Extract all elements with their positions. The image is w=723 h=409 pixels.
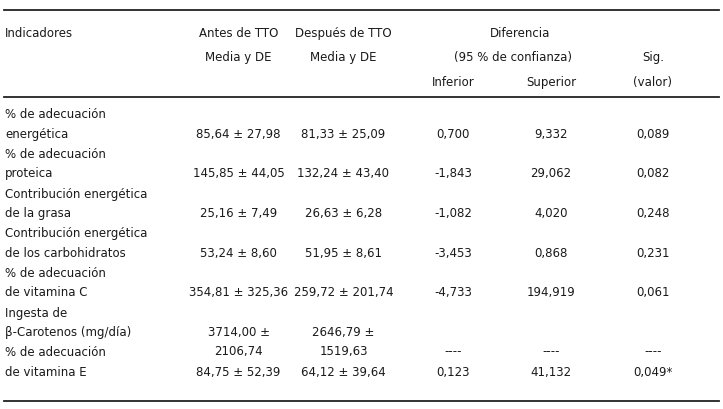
Text: 0,089: 0,089 [636,128,669,141]
Text: Media y DE: Media y DE [310,51,377,64]
Text: Media y DE: Media y DE [205,51,272,64]
Text: -1,082: -1,082 [435,207,472,220]
Text: 53,24 ± 8,60: 53,24 ± 8,60 [200,247,277,260]
Text: Superior: Superior [526,76,576,89]
Text: 4,020: 4,020 [534,207,568,220]
Text: 0,248: 0,248 [636,207,669,220]
Text: 0,049*: 0,049* [633,366,672,379]
Text: -3,453: -3,453 [435,247,472,260]
Text: 132,24 ± 43,40: 132,24 ± 43,40 [297,167,390,180]
Text: 2106,74: 2106,74 [214,345,263,358]
Text: 64,12 ± 39,64: 64,12 ± 39,64 [301,366,386,379]
Text: 9,332: 9,332 [534,128,568,141]
Text: 29,062: 29,062 [531,167,571,180]
Text: ----: ---- [445,345,462,358]
Text: 194,919: 194,919 [526,286,576,299]
Text: 51,95 ± 8,61: 51,95 ± 8,61 [305,247,382,260]
Text: Contribución energética: Contribución energética [5,188,147,201]
Text: 81,33 ± 25,09: 81,33 ± 25,09 [301,128,385,141]
Text: de los carbohidratos: de los carbohidratos [5,247,126,260]
Text: 0,082: 0,082 [636,167,669,180]
Text: Indicadores: Indicadores [5,27,73,40]
Text: % de adecuación: % de adecuación [5,267,106,280]
Text: Inferior: Inferior [432,76,475,89]
Text: 0,231: 0,231 [636,247,669,260]
Text: -4,733: -4,733 [435,286,472,299]
Text: ----: ---- [644,345,662,358]
Text: Contribución energética: Contribución energética [5,227,147,240]
Text: 0,123: 0,123 [437,366,470,379]
Text: de vitamina E: de vitamina E [5,366,87,379]
Text: 0,700: 0,700 [437,128,470,141]
Text: Después de TTO: Después de TTO [295,27,392,40]
Text: 26,63 ± 6,28: 26,63 ± 6,28 [305,207,382,220]
Text: % de adecuación: % de adecuación [5,108,106,121]
Text: 84,75 ± 52,39: 84,75 ± 52,39 [197,366,281,379]
Text: -1,843: -1,843 [435,167,472,180]
Text: 3714,00 ±: 3714,00 ± [208,326,270,339]
Text: % de adecuación: % de adecuación [5,148,106,161]
Text: 0,061: 0,061 [636,286,669,299]
Text: de la grasa: de la grasa [5,207,71,220]
Text: de vitamina C: de vitamina C [5,286,87,299]
Text: β-Carotenos (mg/día): β-Carotenos (mg/día) [5,326,132,339]
Text: 0,868: 0,868 [534,247,568,260]
Text: ----: ---- [542,345,560,358]
Text: 25,16 ± 7,49: 25,16 ± 7,49 [200,207,277,220]
Text: 354,81 ± 325,36: 354,81 ± 325,36 [189,286,288,299]
Text: 41,132: 41,132 [531,366,571,379]
Text: 1519,63: 1519,63 [319,345,368,358]
Text: (95 % de confianza): (95 % de confianza) [454,51,573,64]
Text: Diferencia: Diferencia [490,27,551,40]
Text: Ingesta de: Ingesta de [5,307,67,320]
Text: Antes de TTO: Antes de TTO [199,27,278,40]
Text: % de adecuación: % de adecuación [5,346,106,360]
Text: (valor): (valor) [633,76,672,89]
Text: 2646,79 ±: 2646,79 ± [312,326,375,339]
Text: Sig.: Sig. [642,51,664,64]
Text: proteica: proteica [5,167,54,180]
Text: 259,72 ± 201,74: 259,72 ± 201,74 [294,286,393,299]
Text: energética: energética [5,128,68,141]
Text: 145,85 ± 44,05: 145,85 ± 44,05 [193,167,284,180]
Text: 85,64 ± 27,98: 85,64 ± 27,98 [197,128,281,141]
